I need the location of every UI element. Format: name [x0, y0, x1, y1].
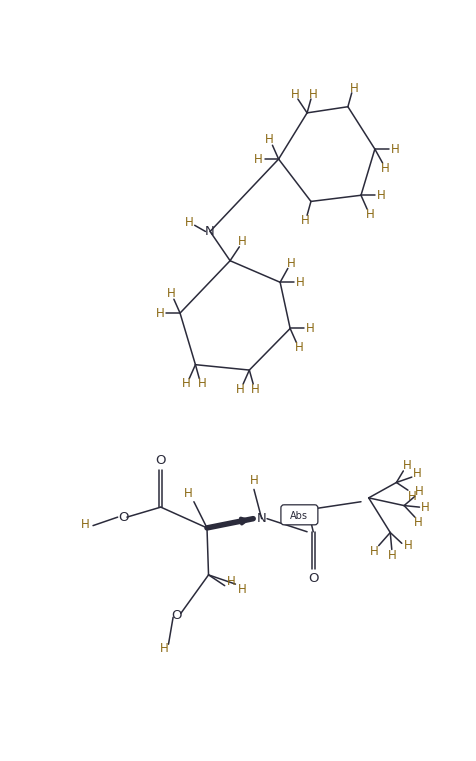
Text: H: H — [381, 162, 390, 175]
Text: H: H — [413, 466, 422, 479]
Text: H: H — [160, 642, 169, 654]
FancyBboxPatch shape — [281, 505, 318, 525]
Text: H: H — [370, 545, 378, 558]
Text: O: O — [156, 454, 166, 467]
Text: H: H — [238, 583, 247, 596]
Text: H: H — [350, 81, 358, 94]
Text: H: H — [415, 486, 424, 498]
Text: H: H — [185, 215, 194, 229]
Text: N: N — [205, 225, 215, 238]
Text: H: H — [290, 88, 299, 101]
Text: H: H — [198, 377, 207, 390]
Text: H: H — [404, 539, 412, 552]
Text: H: H — [296, 275, 305, 288]
Text: H: H — [390, 142, 399, 155]
Text: H: H — [236, 383, 245, 396]
Text: H: H — [415, 516, 423, 529]
Text: Abs: Abs — [290, 511, 308, 521]
Text: H: H — [407, 490, 416, 503]
Text: H: H — [81, 517, 89, 530]
Text: H: H — [309, 88, 317, 101]
Text: H: H — [403, 459, 412, 472]
Text: H: H — [184, 487, 193, 500]
Text: H: H — [249, 474, 258, 488]
Text: H: H — [300, 214, 309, 228]
Text: H: H — [167, 288, 175, 301]
Text: H: H — [421, 501, 430, 514]
Text: H: H — [366, 208, 375, 221]
Text: H: H — [227, 575, 235, 587]
Text: H: H — [377, 189, 386, 202]
Text: H: H — [182, 377, 190, 390]
Text: H: H — [254, 152, 263, 166]
Text: H: H — [251, 383, 260, 396]
Text: H: H — [238, 235, 247, 248]
Text: H: H — [295, 341, 304, 354]
Text: H: H — [287, 256, 295, 269]
Text: O: O — [171, 610, 181, 622]
Text: H: H — [265, 133, 274, 146]
Text: H: H — [306, 322, 315, 335]
Text: O: O — [118, 511, 129, 524]
Text: H: H — [387, 549, 396, 562]
Text: O: O — [308, 572, 318, 585]
Text: H: H — [156, 307, 164, 320]
Text: N: N — [257, 512, 267, 525]
